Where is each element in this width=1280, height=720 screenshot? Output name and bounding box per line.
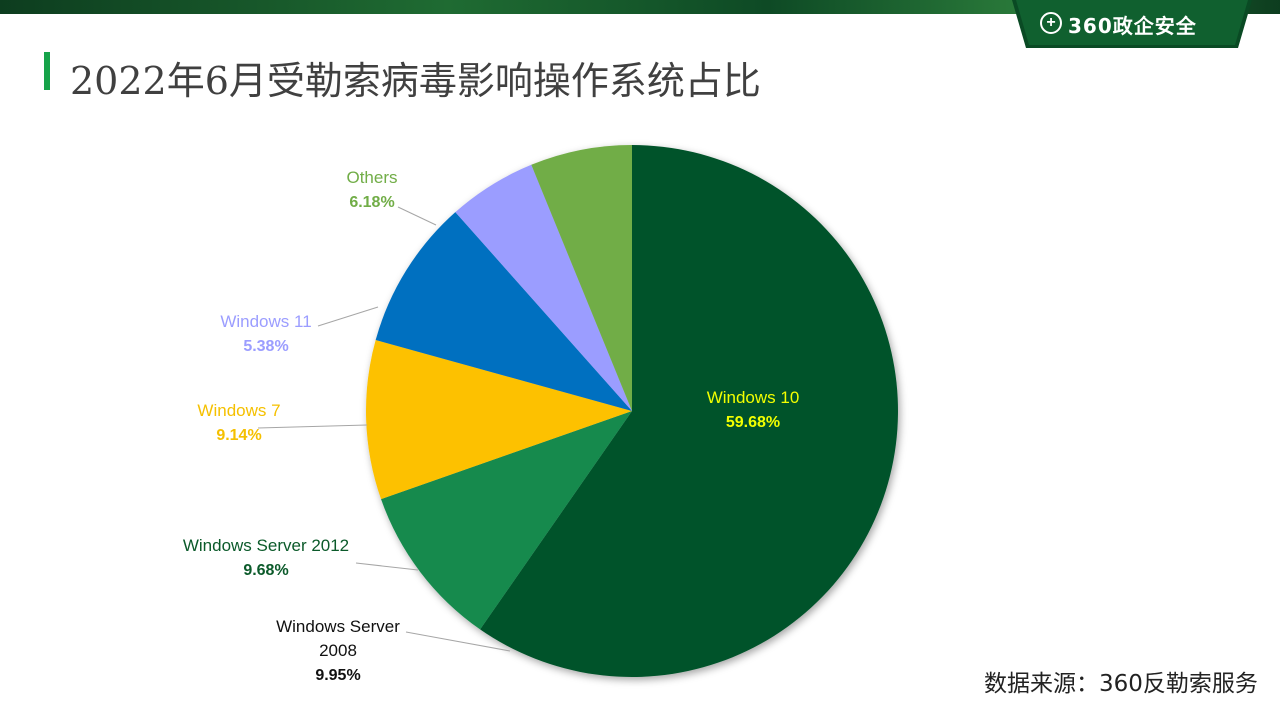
slice-value-label: 5.38% (243, 338, 288, 355)
page-title: 2022年6月受勒索病毒影响操作系统占比 (70, 59, 761, 103)
pie-slice-windows-7 (375, 212, 632, 411)
slice-name-label: Windows 10 (707, 388, 800, 407)
slice-value-label: 6.18% (349, 194, 394, 211)
leader-line (257, 424, 368, 429)
logo-tab (1012, 0, 1252, 48)
pie-slice-windows-11 (455, 164, 632, 411)
slice-name-label: Windows 7 (197, 401, 280, 420)
plus-circle-icon: + (1040, 12, 1062, 34)
slice-name-label: Windows Server 2012 (183, 536, 349, 555)
slice-value-label: 9.95% (315, 667, 360, 684)
slice-name-label: Others (346, 168, 397, 187)
leader-line (397, 206, 437, 226)
leader-line (317, 306, 379, 327)
slice-name-label: Windows 11 (220, 312, 311, 331)
slice-name-label: Windows Server (276, 617, 400, 636)
slice-value-label: 9.68% (243, 562, 288, 579)
pie-slice-windows-server-2008 (381, 411, 632, 630)
brand-logo-text: 360政企安全 (1068, 14, 1197, 38)
header-band (0, 0, 1280, 14)
slice-name-label: 2008 (319, 641, 357, 660)
slice-value-label: 59.68% (726, 414, 780, 431)
pie-slice-others (531, 145, 632, 411)
leader-line (405, 631, 511, 652)
pie-slice-windows-server-2012 (366, 339, 632, 500)
title-accent-bar (44, 52, 50, 90)
data-source-note: 数据来源：360反勒索服务 (984, 671, 1258, 697)
pie-slice-windows-10 (480, 145, 898, 677)
leader-line (355, 562, 419, 571)
slice-value-label: 9.14% (216, 427, 261, 444)
